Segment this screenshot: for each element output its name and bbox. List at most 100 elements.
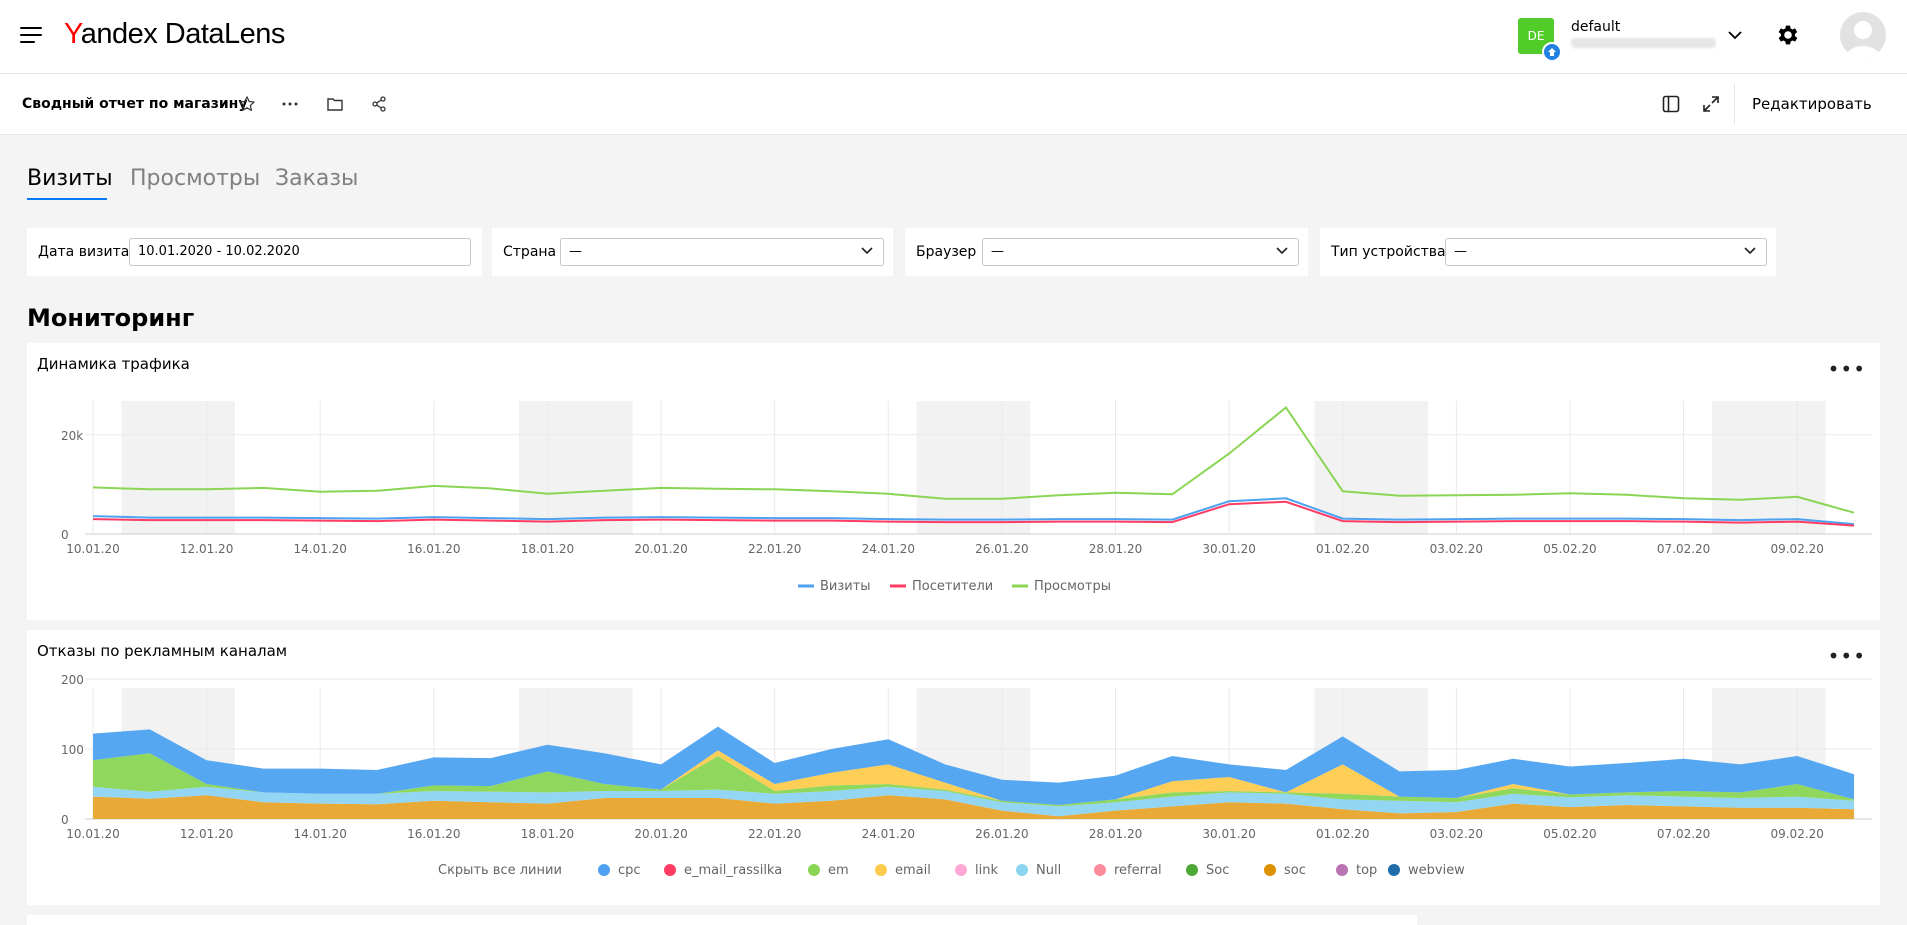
legend-item[interactable]: email <box>895 863 931 878</box>
legend-item[interactable]: webview <box>1408 863 1465 878</box>
filter-country-label: Страна <box>503 244 557 260</box>
series-area <box>93 786 1854 817</box>
widget-more-icon[interactable]: ••• <box>1827 357 1866 381</box>
legend-marker <box>1186 864 1198 876</box>
logo-product: DataLens <box>164 18 286 50</box>
gear-icon[interactable] <box>1775 22 1801 48</box>
x-tick-label: 05.02.20 <box>1543 542 1596 556</box>
weekend-band <box>916 401 1031 534</box>
date-range-value: 10.01.2020 - 10.02.2020 <box>138 244 300 259</box>
x-tick-label: 09.02.20 <box>1770 542 1823 556</box>
x-tick-label: 14.01.20 <box>294 827 347 841</box>
filter-device-label: Тип устройства <box>1331 244 1446 260</box>
device-select-value: — <box>1454 244 1467 259</box>
tab-visits[interactable]: Визиты <box>27 166 113 191</box>
legend-item[interactable]: Просмотры <box>1034 579 1111 594</box>
logo[interactable]: Yandex DataLens <box>64 18 285 51</box>
x-tick-label: 10.01.20 <box>66 827 119 841</box>
series-line <box>92 500 1855 527</box>
legend-marker <box>598 864 610 876</box>
fullscreen-icon[interactable] <box>1699 92 1723 116</box>
device-select[interactable]: — <box>1445 238 1767 266</box>
user-avatar-icon[interactable] <box>1840 12 1886 58</box>
legend-item[interactable]: link <box>975 863 998 878</box>
legend-item[interactable]: Визиты <box>820 579 871 594</box>
date-range-input[interactable]: 10.01.2020 - 10.02.2020 <box>129 238 471 266</box>
legend-item[interactable]: Посетители <box>912 579 993 594</box>
menu-icon[interactable] <box>20 25 44 45</box>
chevron-down-icon <box>861 247 873 255</box>
legend-item[interactable]: referral <box>1114 863 1162 878</box>
user-login-blurred <box>1571 38 1716 48</box>
x-tick-label: 20.01.20 <box>634 827 687 841</box>
x-tick-label: 22.01.20 <box>748 827 801 841</box>
x-tick-label: 01.02.20 <box>1316 542 1369 556</box>
x-tick-label: 07.02.20 <box>1657 542 1710 556</box>
y-tick-label: 20k <box>61 429 83 443</box>
x-tick-label: 16.01.20 <box>407 827 460 841</box>
tab-orders[interactable]: Заказы <box>275 166 359 191</box>
weekend-band <box>1314 401 1428 534</box>
chevron-down-icon <box>1276 247 1288 255</box>
x-tick-label: 12.01.20 <box>180 542 233 556</box>
x-tick-label: 09.02.20 <box>1770 827 1823 841</box>
x-tick-label: 30.01.20 <box>1202 827 1255 841</box>
filter-browser: Браузер — <box>905 228 1308 276</box>
folder-icon[interactable] <box>323 92 347 116</box>
series-area <box>93 726 1854 805</box>
y-tick-label: 0 <box>61 813 69 827</box>
top-header: Yandex DataLens DE default <box>0 0 1907 74</box>
chevron-down-icon[interactable] <box>1728 30 1742 40</box>
more-icon[interactable] <box>278 92 302 116</box>
series-line <box>92 406 1855 514</box>
x-tick-label: 16.01.20 <box>407 542 460 556</box>
legend-marker <box>875 864 887 876</box>
filter-browser-label: Браузер <box>916 244 977 260</box>
bounces-widget: Отказы по рекламным каналам ••• 0 100 200 1… <box>27 630 1880 905</box>
legend-item[interactable]: top <box>1356 863 1377 878</box>
x-tick-label: 05.02.20 <box>1543 827 1596 841</box>
legend-item[interactable]: Soc <box>1206 863 1229 878</box>
widget-more-icon[interactable]: ••• <box>1827 644 1866 668</box>
widget-title: Динамика трафика <box>37 355 190 373</box>
weekend-band <box>1711 401 1826 534</box>
star-icon[interactable] <box>235 92 259 116</box>
x-tick-label: 12.01.20 <box>180 827 233 841</box>
edit-button[interactable]: Редактировать <box>1752 95 1872 113</box>
legend-item[interactable]: em <box>828 863 849 878</box>
sidebar-icon[interactable] <box>1659 92 1683 116</box>
x-tick-label: 18.01.20 <box>521 542 574 556</box>
x-tick-label: 03.02.20 <box>1430 827 1483 841</box>
x-tick-label: 26.01.20 <box>975 542 1028 556</box>
dashboard-toolbar: Сводный отчет по магазину Редактировать <box>0 74 1907 135</box>
legend-marker <box>1094 864 1106 876</box>
x-tick-label: 07.02.20 <box>1657 827 1710 841</box>
x-tick-label: 01.02.20 <box>1316 827 1369 841</box>
dashboard-title: Сводный отчет по магазину <box>22 96 248 112</box>
legend-marker <box>808 864 820 876</box>
legend-item[interactable]: soc <box>1284 863 1306 878</box>
logo-yandex: andex <box>80 18 158 50</box>
x-tick-label: 22.01.20 <box>748 542 801 556</box>
legend-item[interactable]: Null <box>1036 863 1061 878</box>
traffic-widget: Динамика трафика ••• 0 20k 10.01.20 12.01.2… <box>27 343 1880 620</box>
tab-views[interactable]: Просмотры <box>130 166 261 191</box>
legend-item[interactable]: cpc <box>618 863 641 878</box>
next-widget-edge <box>27 915 1417 925</box>
x-tick-label: 10.01.20 <box>66 542 119 556</box>
x-tick-label: 14.01.20 <box>294 542 347 556</box>
hide-all-lines-button[interactable]: Скрыть все линии <box>438 863 562 878</box>
legend-item[interactable]: e_mail_rassilka <box>684 863 782 878</box>
legend-marker <box>955 864 967 876</box>
x-tick-label: 28.01.20 <box>1089 827 1142 841</box>
series-area <box>93 753 1854 807</box>
traffic-chart: 0 20k 10.01.20 12.01.20 14.01.20 16.01.20 18.0… <box>61 401 1872 594</box>
country-select-value: — <box>569 244 582 259</box>
browser-select[interactable]: — <box>982 238 1299 266</box>
bounces-chart: 0 100 200 10.01.20 12.01.20 14.01.20 16.01.20 1… <box>61 673 1872 878</box>
country-select[interactable]: — <box>560 238 884 266</box>
toolbar-divider <box>1734 84 1735 124</box>
user-switcher[interactable]: DE default <box>1518 18 1744 62</box>
weekend-band <box>519 401 633 534</box>
share-icon[interactable] <box>367 92 391 116</box>
